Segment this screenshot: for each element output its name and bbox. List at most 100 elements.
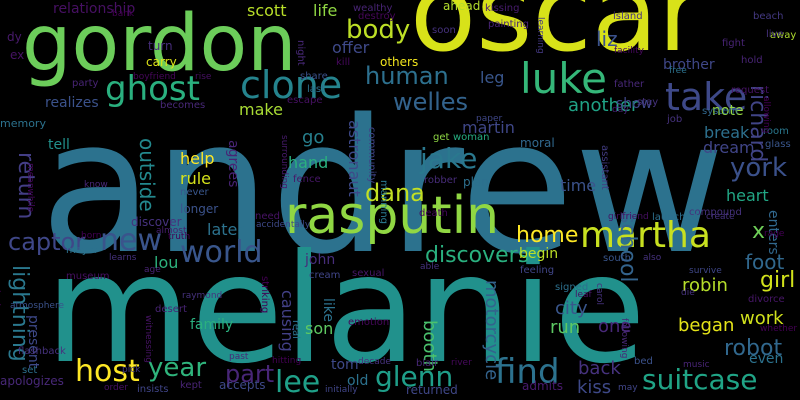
word-break: break — [704, 123, 750, 142]
word-blair: blair — [416, 358, 439, 369]
word-martin: martin — [462, 118, 515, 137]
word-insists: insists — [137, 384, 169, 395]
word-real: real — [290, 320, 301, 339]
word-new: new — [100, 223, 163, 258]
word-past: past — [229, 352, 249, 362]
word-turn: turn — [148, 39, 173, 53]
word-death: death — [419, 208, 448, 219]
word-painting: painting — [488, 19, 529, 30]
word-school: school — [615, 212, 640, 283]
word-began: began — [678, 315, 735, 336]
word-order: order — [104, 383, 128, 393]
word-another: another — [568, 95, 639, 116]
word-rage: rage — [764, 229, 785, 239]
word-museum: museum — [66, 271, 110, 282]
word-also: also — [643, 253, 662, 263]
word-die: die — [681, 288, 695, 298]
word-offer: offer — [332, 38, 370, 57]
word-know: know — [84, 180, 108, 190]
word-old: old — [347, 373, 369, 389]
word-last: last — [307, 84, 326, 95]
word-leg: leg — [480, 68, 505, 87]
word-make: make — [239, 100, 283, 119]
word-share: share — [300, 71, 328, 82]
word-kiss: kiss — [577, 377, 612, 398]
word-suitcase: suitcase — [642, 363, 758, 396]
word-atmosphere: atmosphere — [10, 301, 64, 311]
word-soon: soon — [432, 25, 456, 36]
word-one: one — [598, 316, 632, 337]
word-dream: dream — [703, 138, 755, 157]
word-initially: initially — [325, 385, 358, 395]
word-get: get — [433, 132, 450, 143]
word-fight: fight — [722, 38, 745, 49]
word-work: work — [740, 308, 784, 329]
word-run: run — [550, 317, 581, 338]
word-accepts: accepts — [219, 378, 266, 392]
word-part: part — [225, 360, 275, 388]
word-flashback: flashback — [18, 346, 66, 357]
word-back: back — [578, 358, 621, 379]
word-glenn: glenn — [375, 360, 454, 393]
word-go: go — [302, 127, 325, 148]
word-begin: begin — [519, 246, 559, 262]
word-discovers: discovers — [425, 243, 530, 268]
word-create: create — [706, 212, 735, 222]
word-ghost: ghost — [105, 69, 200, 109]
word-manning: manning — [378, 180, 389, 225]
word-jake: jake — [420, 142, 478, 175]
word-carol: carol — [594, 283, 604, 305]
word-boyfriend: boyfriend — [133, 72, 176, 82]
word-welles: welles — [393, 88, 468, 116]
word-witnessing: witnessing — [143, 315, 153, 363]
word-brother: brother — [663, 57, 715, 73]
word-relationship: relationship — [53, 1, 136, 17]
word-later: later — [207, 220, 244, 239]
word-island: island — [613, 11, 643, 22]
word-host: host — [75, 354, 140, 389]
word-note: note — [712, 103, 744, 119]
word-carry: carry — [146, 55, 177, 69]
word-like: like — [320, 298, 336, 323]
word-sexual: sexual — [352, 268, 385, 279]
word-able: able — [420, 262, 440, 272]
word-set: set — [22, 365, 38, 376]
word-hitting: hitting — [272, 356, 302, 366]
word-never: never — [180, 187, 209, 198]
word-clone: clone — [240, 63, 343, 107]
word-moral: moral — [520, 136, 555, 150]
word-accidentally: accidentally — [256, 220, 311, 230]
word-dana: dana — [365, 179, 425, 207]
word-job: job — [667, 114, 683, 125]
word-world: world — [180, 235, 263, 270]
word-river: river — [451, 358, 472, 368]
word-live: live — [766, 29, 784, 40]
word-x: x — [752, 219, 766, 244]
word-learning: learning — [535, 17, 545, 54]
word-whether: whether — [760, 324, 798, 334]
word-find: find — [495, 352, 560, 392]
word-rise: rise — [195, 72, 212, 82]
word-rasputin: rasputin — [285, 186, 500, 246]
word-home: home — [516, 223, 579, 248]
word-emotion: emotion — [348, 317, 390, 328]
word-oscar: oscar — [410, 0, 703, 76]
word-longer: longer — [180, 202, 219, 216]
word-rule: rule — [180, 169, 212, 188]
word-woman: woman — [453, 132, 490, 143]
word-take: take — [665, 75, 748, 119]
word-desert: desert — [155, 304, 187, 315]
word-mayor: mayor — [66, 245, 99, 256]
word-even: even — [749, 351, 784, 367]
word-cream: cream — [309, 270, 341, 281]
word-compound: compound — [689, 207, 742, 218]
word-horn: horn — [81, 231, 102, 241]
word-signed: signed — [555, 282, 589, 293]
word-admits: admits — [522, 379, 563, 393]
word-feeling: feeling — [520, 265, 555, 276]
word-realizes: realizes — [45, 95, 99, 111]
word-party: party — [72, 78, 99, 89]
word-truth: truth — [168, 232, 191, 242]
word-bank: bank — [112, 9, 135, 19]
